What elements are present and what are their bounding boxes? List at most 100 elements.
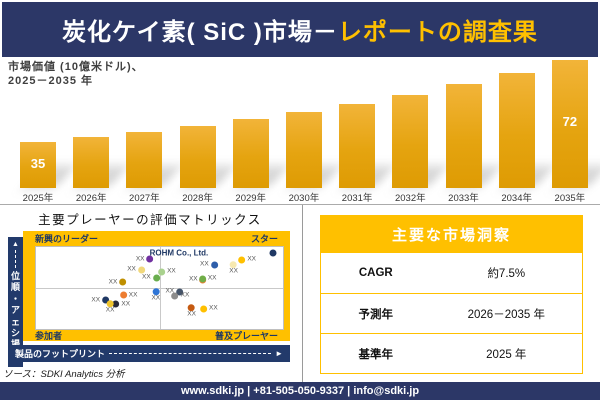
scatter-point-label: XX [188,275,198,283]
bar-wrap [73,137,128,188]
bar-year-label: 2034年 [501,193,532,204]
matrix-frame: 新興のリーダー スター ROHM Co., Ltd. XX XX XX XX XX XX X… [23,231,290,341]
bar [498,73,535,188]
arrow-up-icon: ▲ [12,241,19,248]
insights-table-title: 主要な市場洞察 [321,216,582,253]
bar-wrap [392,95,447,188]
insight-value: 2026－2035 年 [467,308,545,321]
market-insights-table: 主要な市場洞察 CAGR 約7.5% 予測年 2026－2035 年基準年 2025 年 [320,215,583,374]
bar-year-label: 2030年 [288,193,320,204]
quadrant-label-emerging-leaders: 新興のリーダー [35,234,99,244]
bar [339,104,376,188]
scatter-dot [152,274,160,282]
bar-column: 72 2035年 [551,60,600,204]
scatter-point-label: XX [229,266,238,274]
bar [179,126,216,188]
bar-year-label: 2025年 [22,193,54,204]
bar-column: 2027年 [126,60,181,204]
scatter-dot [198,275,206,283]
scatter-point: XX [200,305,218,312]
quadrant-divider-horizontal [36,288,283,289]
insight-row: 予測年 2026－2035 年 [321,293,582,333]
scatter-point: XX [165,287,184,296]
bar-wrap: 35 [20,142,75,188]
quadrant-bottom-labels: 参加者 普及プレーヤー [23,330,290,341]
scatter-point-label: XX [187,310,196,318]
insight-label: 基準年 [358,348,394,361]
bar-year-label: 2032年 [394,193,426,204]
bar-chart-axis-label: 市場価値 (10億米ドル)、 2025－2035 年 [8,60,144,88]
scatter-point-label: XX [127,265,136,273]
bar-wrap: 72 [551,60,600,188]
scatter-dot [152,287,160,295]
bar-column: 2031年 [339,60,394,204]
bar [392,95,429,188]
scatter-point: XX [158,268,176,276]
scatter-dot [210,261,218,269]
matrix-plot-area: ROHM Co., Ltd. XX XX XX XX XX XX XX XX XX XX XX XX X… [35,246,284,330]
scatter-point: XX [187,304,196,318]
axis-label-line2: 2025－2035 年 [8,75,93,87]
bar-column: 2026年 [73,60,128,204]
quadrant-label-stars: スター [250,234,278,244]
scatter-dot [200,305,208,312]
scatter-dot [119,291,127,299]
bar-column: 2034年 [498,60,554,204]
scatter-point: XX [119,291,137,299]
scatter-dot [106,300,114,308]
scatter-point: XX [108,278,127,286]
highlighted-company-label: ROHM Co., Ltd. [149,248,209,258]
bar-data-label: 35 [30,155,46,171]
bar-year-label: 2029年 [235,193,267,204]
bar [126,132,163,188]
contact-footer: www.sdki.jp | +81-505-050-9337 | info@sd… [0,382,600,400]
bar-wrap [339,104,394,188]
scatter-dot [188,304,196,312]
bar [232,119,269,188]
bar-column: 35 2025年 [20,60,75,204]
section-divider-line [0,204,600,205]
scatter-point-label: XX [135,255,145,263]
axis-label-line1: 市場価値 (10億米ドル)、 [8,61,144,73]
insights-table-body: CAGR 約7.5% 予測年 2026－2035 年基準年 2025 年 [321,253,582,373]
scatter-point: XX [127,265,145,274]
bar-year-label: 2028年 [182,193,213,204]
scatter-dot [112,300,120,308]
bar-year-label: 2031年 [341,193,373,204]
bar-column: 2028年 [179,60,235,204]
scatter-point-label: XX [207,274,217,282]
scatter-point-label: XX [91,296,101,304]
scatter-point: XX [171,291,190,300]
scatter-point-label: XX [108,278,118,285]
source-note: ソース：SDKI Analytics 分析 [3,369,125,380]
scatter-dot [238,256,246,264]
bar-year-label: 2033年 [448,193,479,204]
bar-wrap [232,119,288,188]
scatter-dot [176,288,184,296]
scatter-point-label: XX [105,306,115,314]
insight-label: 予測年 [358,308,394,321]
dashed-line-vertical [15,250,16,268]
player-evaluation-matrix: 主要プレーヤーの評価マトリックス ▲ 位順・アェシ場市 新興のリーダー スター … [0,205,302,382]
scatter-point: XX [229,260,238,275]
insight-value: 約7.5% [487,268,526,280]
scatter-point-label: XX [209,304,218,312]
page-title-main: 炭化ケイ素( SiC )市場－ [62,19,338,46]
scatter-dot [171,292,179,300]
scatter-point-label: XX [121,300,131,308]
scatter-point-label: XX [165,287,175,295]
scatter-point-label: XX [180,291,190,299]
insight-row: CAGR 約7.5% [321,253,582,293]
x-axis-label: 製品のフットプリント [15,349,106,359]
bar-wrap [126,132,181,188]
matrix-x-axis: 製品のフットプリント ► [8,345,290,362]
scatter-point: XX [112,301,130,308]
scatter-dot [102,296,110,304]
arrow-right-icon: ► [275,348,283,358]
matrix-title: 主要プレーヤーの評価マトリックス [38,213,262,227]
insight-value: 2025 年 [486,348,527,361]
scatter-point: XX [200,261,218,269]
bar-column: 2029年 [232,60,288,204]
bar-column: 2033年 [445,60,501,204]
